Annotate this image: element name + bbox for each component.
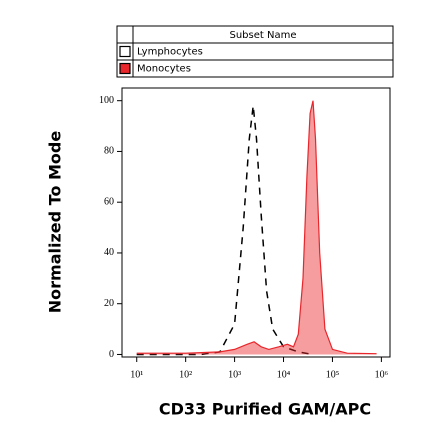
legend-frame bbox=[116, 25, 394, 78]
y-tick-label: 80 bbox=[104, 146, 114, 157]
y-tick-label: 20 bbox=[104, 298, 114, 309]
x-axis-label: CD33 Purified GAM/APC bbox=[159, 400, 371, 419]
legend-swatch bbox=[119, 45, 131, 58]
y-tick-label: 0 bbox=[109, 349, 114, 360]
line bbox=[136, 105, 314, 356]
y-axis-label: Normalized To Mode bbox=[46, 131, 65, 314]
plot-frame bbox=[121, 87, 391, 358]
legend-title: Subset Name bbox=[230, 30, 297, 41]
x-tick-label: 10¹ bbox=[130, 369, 143, 380]
x-tick-label: 10² bbox=[179, 369, 192, 380]
x-tick-label: 10⁵ bbox=[326, 369, 340, 380]
line bbox=[136, 100, 377, 355]
x-tick-label: 10⁶ bbox=[375, 369, 389, 380]
y-tick-label: 40 bbox=[104, 247, 114, 258]
legend-swatch bbox=[119, 62, 131, 75]
y-tick-label: 100 bbox=[99, 95, 114, 106]
x-tick-label: 10⁴ bbox=[277, 369, 291, 380]
area bbox=[136, 100, 377, 355]
y-tick-label: 60 bbox=[104, 196, 114, 207]
x-tick-label: 10³ bbox=[228, 369, 241, 380]
legend-label: Lymphocytes bbox=[137, 47, 203, 58]
legend: Subset Name Lymphocytes Monocytes bbox=[116, 25, 394, 78]
legend-label: Monocytes bbox=[137, 64, 191, 75]
